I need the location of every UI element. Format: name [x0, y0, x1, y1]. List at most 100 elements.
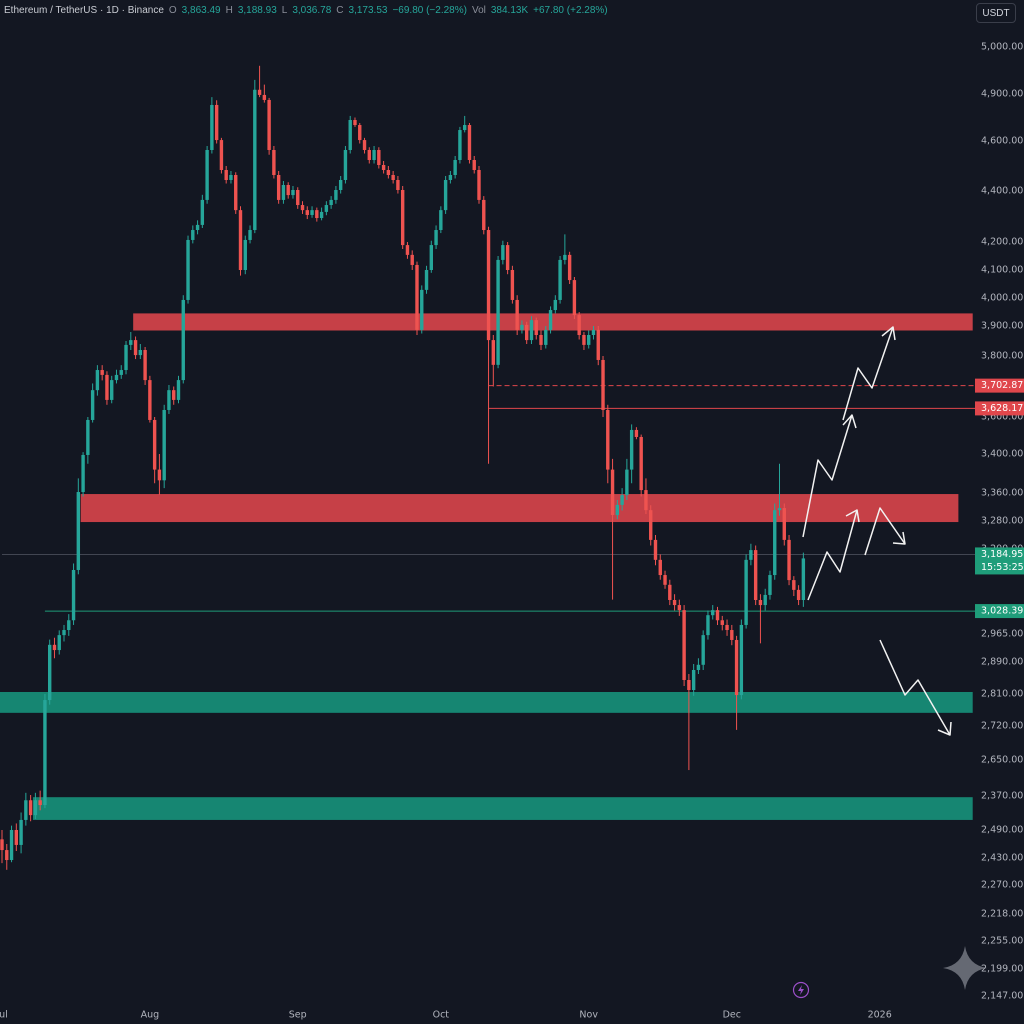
candle-body	[453, 160, 457, 175]
candle-body	[615, 504, 620, 516]
close-label: C	[336, 5, 344, 16]
candle-body	[639, 436, 643, 491]
candle-body	[367, 150, 371, 160]
candle-body	[324, 205, 329, 212]
candle-body	[286, 185, 290, 196]
candle-body	[653, 539, 658, 560]
x-tick-label: Aug	[141, 1010, 160, 1021]
candle-body	[334, 190, 338, 200]
candle-body	[677, 605, 682, 611]
y-tick-label: 4,000.00	[981, 293, 1023, 304]
x-tick-label: Sep	[289, 1010, 307, 1021]
y-tick-label: 2,720.00	[981, 721, 1023, 732]
candle-body	[253, 89, 257, 231]
candle-body	[782, 508, 786, 540]
change: −69.80 (−2.28%)	[392, 5, 467, 16]
candle-body	[801, 558, 806, 600]
candle-body	[86, 419, 90, 455]
y-tick-label: 4,600.00	[981, 136, 1023, 147]
candle-body	[176, 380, 181, 400]
y-tick-label: 3,800.00	[981, 351, 1023, 362]
lightning-icon[interactable]	[792, 981, 810, 999]
candle-body	[377, 150, 381, 165]
candle-body	[505, 245, 510, 270]
candle-body	[544, 329, 548, 345]
y-tick-label: 4,900.00	[981, 89, 1023, 100]
y-tick-label: 2,890.00	[981, 657, 1023, 668]
currency-button[interactable]: USDT	[976, 3, 1016, 23]
candle-body	[338, 180, 343, 190]
y-tick-label: 2,199.00	[981, 964, 1023, 975]
volume-label: Vol	[471, 5, 486, 16]
candle-body	[358, 125, 362, 141]
candle-body	[720, 620, 724, 625]
candle-body	[71, 569, 76, 621]
candle-body	[43, 700, 47, 806]
candle-body	[210, 104, 214, 150]
candle-body	[162, 409, 166, 481]
y-tick-label: 3,900.00	[981, 321, 1023, 332]
candle-body	[24, 800, 28, 820]
x-tick-label: Nov	[579, 1010, 598, 1021]
price-label-box	[975, 378, 1024, 393]
price-label-box	[975, 547, 1024, 575]
y-tick-label: 3,360.00	[981, 488, 1023, 499]
volume-value: 384.13K	[490, 5, 529, 16]
candle-body	[596, 329, 600, 360]
candle-body	[610, 469, 615, 516]
y-tick-label: 2,650.00	[981, 755, 1023, 766]
candle-body	[100, 370, 104, 375]
candle-body	[773, 510, 777, 576]
candle-body	[501, 245, 505, 260]
candle-body	[725, 624, 729, 631]
candle-body	[739, 624, 744, 696]
price-zone	[33, 797, 973, 820]
candle-body	[248, 230, 252, 240]
candle-body	[353, 120, 357, 126]
candle-body	[520, 324, 524, 330]
x-tick-label: Jul	[0, 1010, 8, 1021]
symbol: Ethereum / TetherUS · 1D · Binance	[4, 5, 164, 16]
open-label: O	[168, 5, 177, 16]
symbol-header: Ethereum / TetherUS · 1D · Binance O 3,86…	[4, 5, 608, 16]
countdown: 15:53:25	[981, 562, 1024, 573]
candle-body	[658, 559, 662, 576]
candle-body	[386, 170, 391, 175]
candle-body	[234, 175, 238, 211]
candle-body	[195, 224, 200, 231]
arrow-head	[845, 509, 860, 523]
y-tick-label: 2,490.00	[981, 825, 1023, 836]
candle-body	[400, 190, 405, 246]
candle-body	[276, 175, 281, 200]
candle-body	[587, 335, 591, 345]
price-label: 3,028.39	[981, 606, 1023, 617]
high-value: 3,188.93	[237, 5, 277, 16]
candle-body	[663, 575, 667, 585]
y-tick-label: 4,200.00	[981, 237, 1023, 248]
candle-body	[734, 639, 739, 696]
candle-body	[52, 644, 57, 651]
arrow-head	[842, 414, 857, 429]
candle-body	[28, 800, 33, 816]
arrow	[864, 507, 906, 556]
candle-body	[649, 510, 653, 540]
y-tick-label: 2,965.00	[981, 629, 1023, 640]
candle-body	[38, 800, 42, 806]
candle-body	[296, 190, 300, 206]
arrow-head	[881, 326, 896, 341]
candle-body	[701, 635, 705, 665]
candle-body	[668, 584, 672, 600]
candle-body	[329, 199, 333, 206]
candle-body	[219, 140, 224, 170]
y-tick-label: 4,100.00	[981, 265, 1023, 276]
candle-body	[186, 239, 190, 300]
candle-body	[730, 630, 734, 640]
candle-body	[792, 580, 796, 590]
candle-body	[95, 370, 100, 391]
candle-body	[167, 390, 171, 410]
low-label: L	[281, 5, 288, 16]
watermark-star	[943, 946, 987, 990]
candle-body	[763, 594, 767, 606]
projection-arrows	[802, 326, 952, 736]
candle-body	[267, 99, 271, 150]
